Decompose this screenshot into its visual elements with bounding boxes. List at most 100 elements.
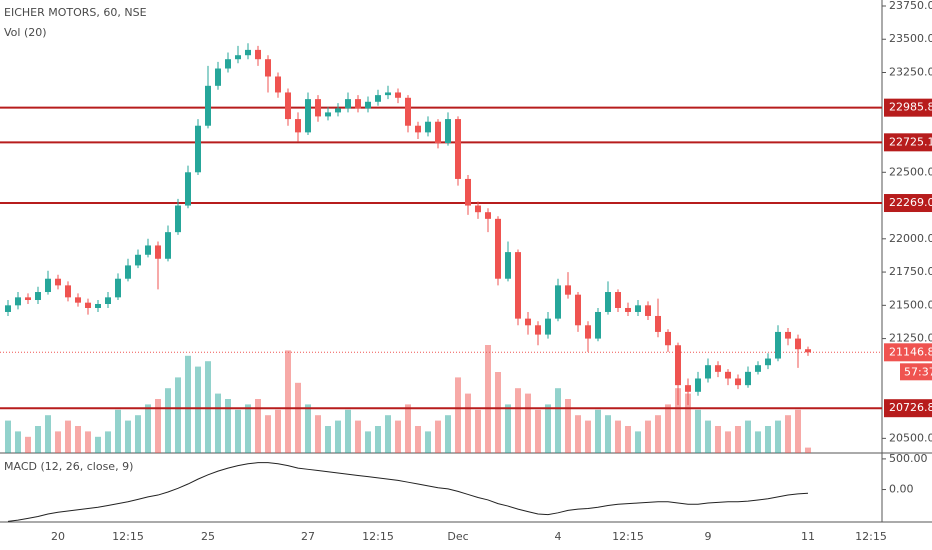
volume-bar: [655, 415, 661, 453]
countdown-tag: [900, 363, 932, 381]
volume-bar: [635, 431, 641, 453]
level-tag: [884, 133, 932, 152]
candle-body: [115, 278, 121, 298]
candle-body: [195, 125, 201, 173]
candle-body: [185, 172, 191, 206]
candle-body: [235, 55, 241, 60]
candle-body: [665, 331, 671, 346]
x-tick-label: 9: [705, 530, 712, 543]
candle-body: [105, 297, 111, 304]
volume-bar: [805, 447, 811, 453]
level-tag: [884, 194, 932, 213]
volume-bar: [95, 436, 101, 453]
candle-body: [785, 331, 791, 339]
volume-bar: [555, 388, 561, 453]
candle-body: [385, 92, 391, 96]
volume-bar: [665, 404, 671, 453]
volume-bar: [625, 426, 631, 453]
candle-body: [565, 285, 571, 295]
candle-body: [595, 311, 601, 339]
volume-bar: [525, 393, 531, 453]
candle-body: [225, 59, 231, 69]
volume-bar: [125, 420, 131, 453]
y-tick-label: 21250.00: [889, 332, 932, 345]
macd-tick-label: 500.00: [889, 452, 928, 465]
candle-body: [745, 371, 751, 386]
candle-body: [615, 292, 621, 308]
level-layer: [0, 106, 882, 410]
candle-body: [775, 331, 781, 359]
y-tick-label: 23250.00: [889, 66, 932, 79]
x-tick-label: 4: [555, 530, 562, 543]
candle-body: [685, 385, 691, 392]
volume-bar: [775, 420, 781, 453]
volume-bar: [275, 409, 281, 453]
candle-body: [15, 297, 21, 306]
volume-bar: [35, 426, 41, 453]
candle-body: [715, 365, 721, 372]
candle-body: [465, 178, 471, 206]
candle-body: [95, 303, 101, 308]
volume-bar: [565, 399, 571, 453]
volume-bar: [675, 388, 681, 453]
volume-bar: [325, 426, 331, 453]
volume-bar: [235, 409, 241, 453]
x-tick-label: Dec: [447, 530, 468, 543]
candle-body: [455, 119, 461, 179]
volume-bar: [365, 431, 371, 453]
candle-body: [215, 68, 221, 86]
candle-body: [355, 99, 361, 109]
macd-label: MACD (12, 26, close, 9): [4, 460, 133, 473]
volume-bar: [685, 393, 691, 453]
volume-bar: [15, 431, 21, 453]
candle-body: [675, 345, 681, 386]
volume-bar: [245, 404, 251, 453]
volume-bar: [185, 355, 191, 453]
volume-bar: [5, 420, 11, 453]
volume-bar: [305, 404, 311, 453]
volume-bar: [45, 415, 51, 453]
volume-bar: [585, 420, 591, 453]
volume-bar: [715, 426, 721, 453]
volume-bar: [385, 415, 391, 453]
candle-body: [605, 292, 611, 312]
volume-bar: [595, 409, 601, 453]
volume-bar: [115, 409, 121, 453]
volume-bar: [755, 431, 761, 453]
volume-bar: [605, 415, 611, 453]
volume-bar: [165, 388, 171, 453]
candle-body: [795, 338, 801, 350]
volume-bar: [725, 431, 731, 453]
candle-body: [65, 285, 71, 298]
candle-body: [85, 302, 91, 308]
volume-bar: [645, 420, 651, 453]
volume-bar: [465, 393, 471, 453]
macd-tick-label: 0.00: [889, 483, 914, 496]
candle-body: [625, 307, 631, 312]
candle-body: [395, 92, 401, 98]
candle-body: [245, 49, 251, 56]
volume-bar: [765, 426, 771, 453]
volume-bar: [85, 431, 91, 453]
candle-body: [255, 49, 261, 60]
volume-bar: [355, 420, 361, 453]
candle-body: [5, 305, 11, 312]
candle-body: [165, 232, 171, 259]
volume-bar: [215, 393, 221, 453]
candle-body: [575, 294, 581, 326]
candle-body: [585, 325, 591, 339]
candle-body: [285, 92, 291, 120]
candle-body: [25, 297, 31, 301]
volume-bar: [485, 345, 491, 453]
candle-body: [545, 318, 551, 335]
candle-body: [515, 252, 521, 319]
candle-body: [335, 108, 341, 113]
volume-bar: [195, 366, 201, 453]
volume-bar: [315, 415, 321, 453]
x-tick-label: 12:15: [362, 530, 394, 543]
candle-body: [525, 318, 531, 326]
candle-body: [555, 285, 561, 319]
candle-body: [735, 378, 741, 386]
